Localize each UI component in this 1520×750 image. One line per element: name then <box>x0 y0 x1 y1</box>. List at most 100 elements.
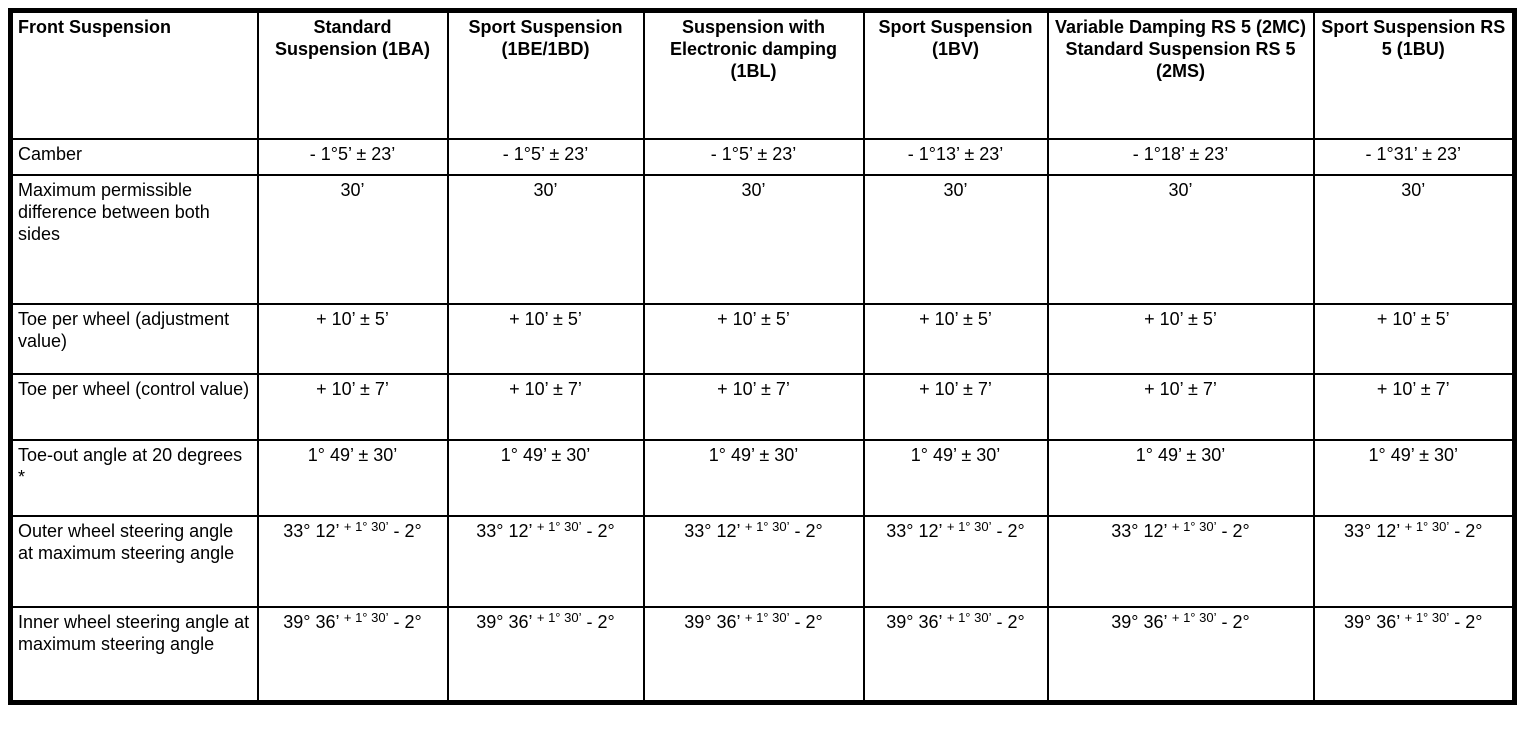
angle-base: 33° 12’ <box>476 520 533 541</box>
row-label-cell: Toe per wheel (adjustment value) <box>9 302 259 375</box>
table-row: Maximum permissible difference between b… <box>9 173 1516 305</box>
tolerance-tail: - 2° <box>794 520 823 541</box>
value-cell: + 10’ ± 7’ <box>642 372 865 441</box>
row-label-cell: Inner wheel steering angle at maximum st… <box>9 605 259 704</box>
value-cell: + 10’ ± 5’ <box>642 302 865 375</box>
angle-base: 39° 36’ <box>283 611 340 632</box>
value-cell: 30’ <box>1312 173 1516 305</box>
value-cell: 33° 12’ + 1° 30’ - 2° <box>1312 514 1516 608</box>
row-label-cell: Toe per wheel (control value) <box>9 372 259 441</box>
tolerance-superscript: + 1° 30’ <box>744 518 790 534</box>
value-cell: 30’ <box>1046 173 1315 305</box>
tolerance-tail: - 2° <box>393 520 422 541</box>
value-cell: - 1°18’ ± 23’ <box>1046 137 1315 176</box>
tolerance-tail: - 2° <box>586 520 615 541</box>
tolerance-tail: - 2° <box>1454 520 1483 541</box>
value-cell: - 1°5’ ± 23’ <box>642 137 865 176</box>
value-cell: + 10’ ± 7’ <box>446 372 645 441</box>
tolerance-superscript: + 1° 30’ <box>536 518 582 534</box>
value-cell: 39° 36’ + 1° 30’ - 2° <box>1046 605 1315 704</box>
column-header-front-suspension: Front Suspension <box>9 9 259 140</box>
tolerance-superscript: + 1° 30’ <box>1404 518 1450 534</box>
table-row: Inner wheel steering angle at maximum st… <box>9 605 1516 704</box>
column-header-sport-rs5-1bu: Sport Suspension RS 5 (1BU) <box>1312 9 1516 140</box>
spec-table: Front Suspension Standard Suspension (1B… <box>8 8 1517 705</box>
angle-base: 33° 12’ <box>886 520 943 541</box>
value-cell: - 1°5’ ± 23’ <box>256 137 449 176</box>
value-cell: 1° 49’ ± 30’ <box>446 438 645 517</box>
value-cell: 1° 49’ ± 30’ <box>1046 438 1315 517</box>
tolerance-tail: - 2° <box>1221 611 1250 632</box>
value-cell: 33° 12’ + 1° 30’ - 2° <box>446 514 645 608</box>
value-cell: 33° 12’ + 1° 30’ - 2° <box>1046 514 1315 608</box>
value-cell: 1° 49’ ± 30’ <box>1312 438 1516 517</box>
value-cell: 39° 36’ + 1° 30’ - 2° <box>446 605 645 704</box>
angle-base: 33° 12’ <box>283 520 340 541</box>
tolerance-superscript: + 1° 30’ <box>744 609 790 625</box>
value-cell: + 10’ ± 7’ <box>1046 372 1315 441</box>
column-header-rs5-2mc-2ms: Variable Damping RS 5 (2MC) Standard Sus… <box>1046 9 1315 140</box>
table-row: Camber - 1°5’ ± 23’ - 1°5’ ± 23’ - 1°5’ ± 2… <box>9 137 1516 176</box>
tolerance-superscript: + 1° 30’ <box>1404 609 1450 625</box>
tolerance-tail: - 2° <box>996 520 1025 541</box>
tolerance-superscript: + 1° 30’ <box>343 609 389 625</box>
row-label-cell: Outer wheel steering angle at maximum st… <box>9 514 259 608</box>
value-cell: 30’ <box>862 173 1049 305</box>
tolerance-tail: - 2° <box>996 611 1025 632</box>
tolerance-superscript: + 1° 30’ <box>946 518 992 534</box>
value-cell: 33° 12’ + 1° 30’ - 2° <box>862 514 1049 608</box>
angle-base: 39° 36’ <box>684 611 741 632</box>
value-cell: - 1°5’ ± 23’ <box>446 137 645 176</box>
value-cell: + 10’ ± 7’ <box>1312 372 1516 441</box>
column-header-electronic-damping-1bl: Suspension with Electronic damping (1BL) <box>642 9 865 140</box>
value-cell: + 10’ ± 5’ <box>256 302 449 375</box>
header-row: Front Suspension Standard Suspension (1B… <box>9 9 1516 140</box>
value-cell: 1° 49’ ± 30’ <box>642 438 865 517</box>
value-cell: - 1°31’ ± 23’ <box>1312 137 1516 176</box>
value-cell: 33° 12’ + 1° 30’ - 2° <box>642 514 865 608</box>
row-label-cell: Maximum permissible difference between b… <box>9 173 259 305</box>
value-cell: 39° 36’ + 1° 30’ - 2° <box>1312 605 1516 704</box>
tolerance-tail: - 2° <box>1221 520 1250 541</box>
table-row: Toe per wheel (adjustment value) + 10’ ± … <box>9 302 1516 375</box>
row-label-cell: Toe-out angle at 20 degrees * <box>9 438 259 517</box>
angle-base: 33° 12’ <box>1344 520 1400 541</box>
tolerance-tail: - 2° <box>1454 611 1483 632</box>
tolerance-superscript: + 1° 30’ <box>536 609 582 625</box>
value-cell: + 10’ ± 7’ <box>862 372 1049 441</box>
value-cell: + 10’ ± 5’ <box>446 302 645 375</box>
angle-base: 39° 36’ <box>476 611 533 632</box>
column-header-sport-1be-1bd: Sport Suspension (1BE/1BD) <box>446 9 645 140</box>
value-cell: 1° 49’ ± 30’ <box>862 438 1049 517</box>
angle-base: 39° 36’ <box>1111 611 1168 632</box>
table-row: Outer wheel steering angle at maximum st… <box>9 514 1516 608</box>
tolerance-tail: - 2° <box>393 611 422 632</box>
value-cell: 30’ <box>642 173 865 305</box>
column-header-sport-1bv: Sport Suspension (1BV) <box>862 9 1049 140</box>
tolerance-superscript: + 1° 30’ <box>1171 518 1217 534</box>
value-cell: - 1°13’ ± 23’ <box>862 137 1049 176</box>
table-row: Toe-out angle at 20 degrees * 1° 49’ ± 30… <box>9 438 1516 517</box>
column-header-standard-1ba: Standard Suspension (1BA) <box>256 9 449 140</box>
value-cell: 33° 12’ + 1° 30’ - 2° <box>256 514 449 608</box>
value-cell: 39° 36’ + 1° 30’ - 2° <box>862 605 1049 704</box>
row-label-cell: Camber <box>9 137 259 176</box>
tolerance-superscript: + 1° 30’ <box>946 609 992 625</box>
angle-base: 39° 36’ <box>886 611 943 632</box>
value-cell: 1° 49’ ± 30’ <box>256 438 449 517</box>
spec-table-body: Camber - 1°5’ ± 23’ - 1°5’ ± 23’ - 1°5’ ± 2… <box>9 137 1516 704</box>
angle-base: 33° 12’ <box>684 520 741 541</box>
tolerance-superscript: + 1° 30’ <box>1171 609 1217 625</box>
value-cell: + 10’ ± 7’ <box>256 372 449 441</box>
value-cell: + 10’ ± 5’ <box>1046 302 1315 375</box>
value-cell: 39° 36’ + 1° 30’ - 2° <box>256 605 449 704</box>
table-row: Toe per wheel (control value) + 10’ ± 7’ +… <box>9 372 1516 441</box>
value-cell: + 10’ ± 5’ <box>862 302 1049 375</box>
angle-base: 39° 36’ <box>1344 611 1400 632</box>
angle-base: 33° 12’ <box>1111 520 1168 541</box>
value-cell: + 10’ ± 5’ <box>1312 302 1516 375</box>
tolerance-superscript: + 1° 30’ <box>343 518 389 534</box>
tolerance-tail: - 2° <box>586 611 615 632</box>
value-cell: 30’ <box>446 173 645 305</box>
tolerance-tail: - 2° <box>794 611 823 632</box>
